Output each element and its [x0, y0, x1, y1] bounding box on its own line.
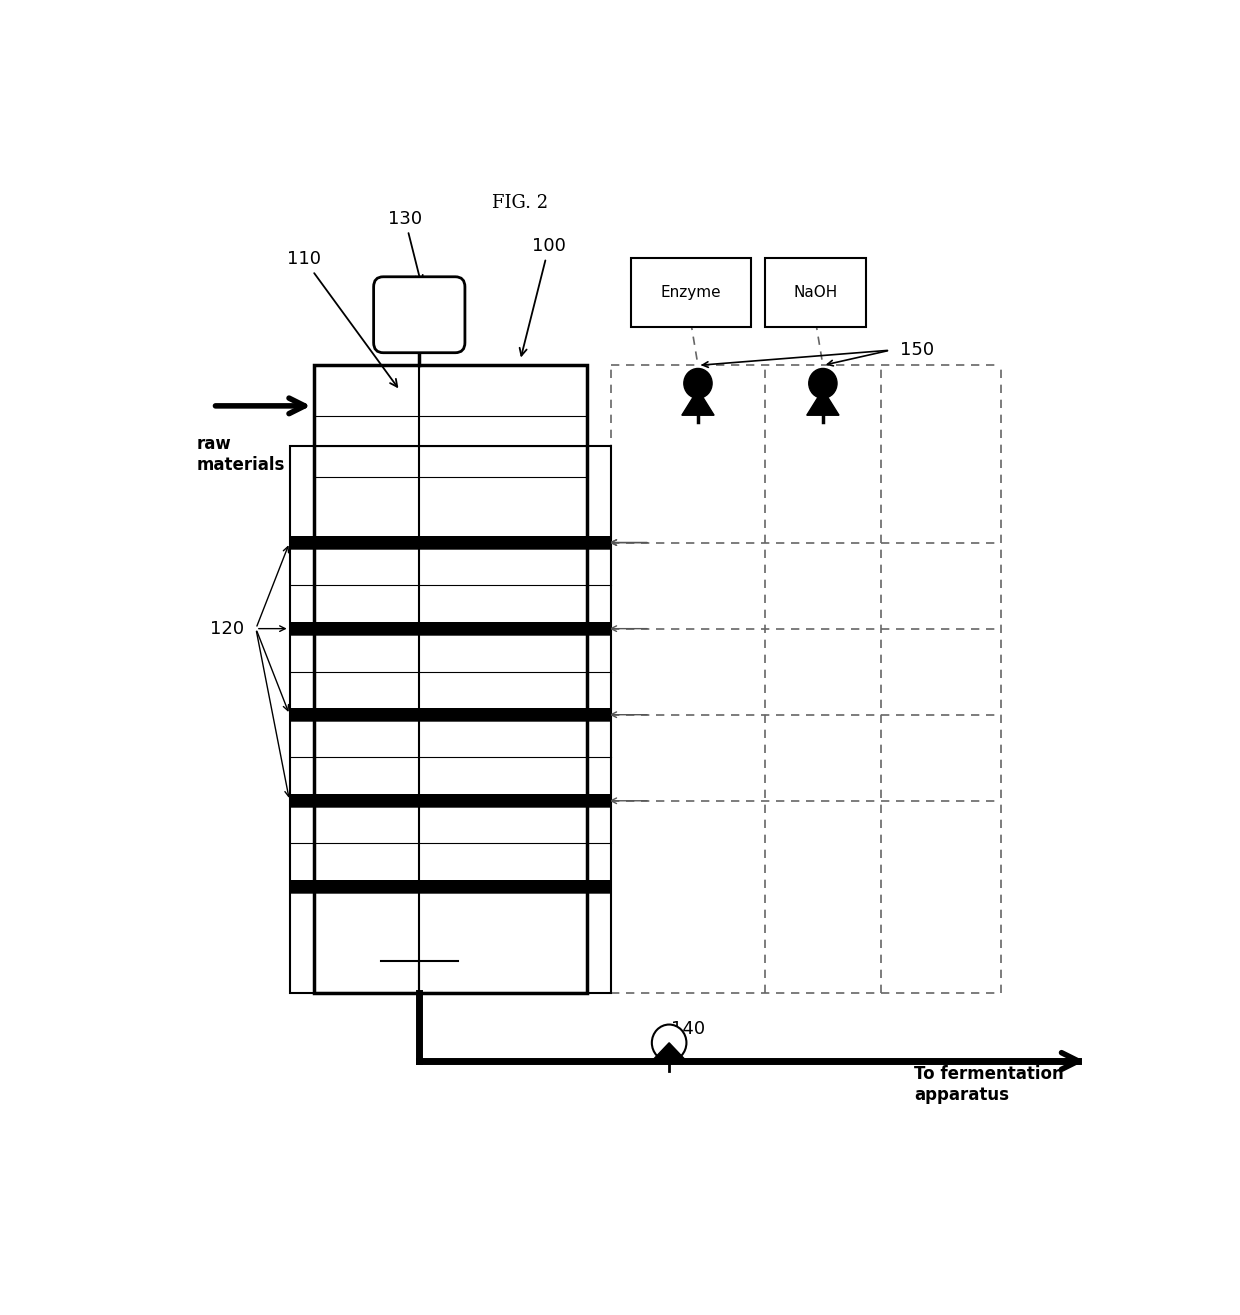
Text: Enzyme: Enzyme: [661, 285, 722, 300]
Circle shape: [808, 368, 837, 398]
Bar: [290, 794, 611, 807]
Text: 110: 110: [286, 250, 397, 387]
Polygon shape: [807, 389, 839, 416]
Bar: [290, 537, 611, 550]
Text: 140: 140: [671, 1019, 706, 1044]
Bar: [290, 707, 611, 722]
FancyBboxPatch shape: [631, 258, 751, 327]
Text: 100: 100: [520, 237, 565, 355]
Bar: [290, 880, 611, 893]
Text: FIG. 2: FIG. 2: [492, 195, 548, 212]
Circle shape: [683, 368, 712, 398]
Text: 120: 120: [210, 619, 244, 638]
Bar: [314, 366, 588, 993]
Bar: [290, 622, 611, 635]
Polygon shape: [652, 1043, 687, 1061]
FancyBboxPatch shape: [765, 258, 866, 327]
Text: 150: 150: [900, 341, 934, 359]
Text: 130: 130: [388, 209, 423, 283]
Bar: [290, 446, 611, 993]
FancyBboxPatch shape: [373, 276, 465, 352]
Text: NaOH: NaOH: [794, 285, 838, 300]
Text: raw
materials: raw materials: [196, 435, 285, 473]
Circle shape: [652, 1024, 687, 1061]
Text: To fermentation
apparatus: To fermentation apparatus: [914, 1065, 1064, 1103]
Polygon shape: [682, 389, 714, 416]
